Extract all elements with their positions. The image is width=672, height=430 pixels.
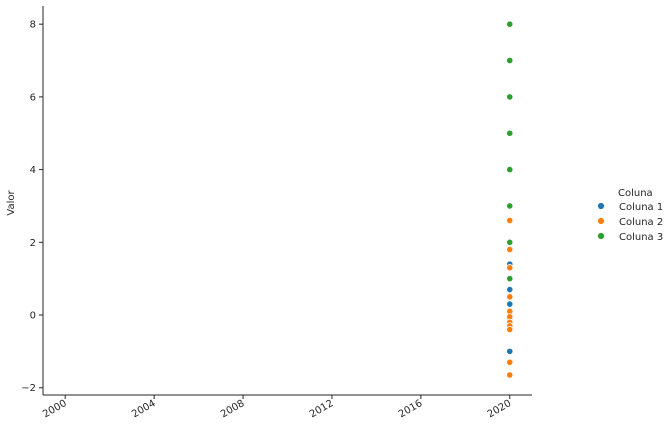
data-point bbox=[506, 56, 514, 65]
data-point bbox=[506, 325, 514, 334]
y-tick-label: 8 bbox=[30, 20, 36, 31]
data-point bbox=[506, 275, 514, 283]
legend: Coluna Coluna 1 Coluna 2 Coluna 3 bbox=[597, 188, 663, 243]
data-points bbox=[506, 20, 514, 379]
x-tick-label: 2000 bbox=[41, 398, 69, 420]
x-axis-ticks: 2000 2004 2008 2012 2016 2020 bbox=[41, 395, 513, 420]
data-point bbox=[506, 216, 514, 225]
data-point bbox=[506, 165, 514, 174]
legend-title: Coluna bbox=[618, 188, 653, 199]
legend-entry: Coluna 1 bbox=[619, 202, 663, 213]
y-tick-label: 2 bbox=[30, 238, 36, 249]
data-point bbox=[506, 238, 514, 246]
y-tick-label: 6 bbox=[30, 92, 36, 103]
data-point bbox=[506, 293, 514, 301]
data-point bbox=[506, 93, 514, 101]
data-point bbox=[506, 245, 514, 254]
x-tick-label: 2016 bbox=[397, 398, 425, 420]
x-tick-label: 2008 bbox=[219, 398, 247, 420]
legend-marker bbox=[597, 217, 605, 225]
data-point bbox=[506, 371, 514, 379]
y-axis-ticks: −2 0 2 4 6 8 bbox=[21, 20, 43, 394]
y-tick-label: −2 bbox=[21, 383, 36, 394]
data-point bbox=[506, 264, 514, 272]
data-point bbox=[506, 358, 514, 366]
data-point bbox=[506, 129, 514, 137]
y-axis-label: Valor bbox=[6, 190, 17, 216]
x-tick-label: 2020 bbox=[486, 398, 514, 420]
data-point bbox=[506, 300, 514, 308]
x-tick-label: 2012 bbox=[308, 398, 336, 420]
x-tick-label: 2004 bbox=[130, 398, 158, 420]
data-point bbox=[506, 347, 514, 355]
y-tick-label: 0 bbox=[30, 311, 36, 322]
data-point bbox=[506, 20, 514, 28]
legend-marker bbox=[597, 202, 605, 210]
legend-entry: Coluna 2 bbox=[619, 217, 663, 228]
data-point bbox=[506, 202, 514, 210]
legend-entry: Coluna 3 bbox=[619, 232, 663, 243]
y-tick-label: 4 bbox=[30, 165, 36, 176]
legend-marker bbox=[597, 232, 605, 240]
data-point bbox=[506, 285, 514, 294]
